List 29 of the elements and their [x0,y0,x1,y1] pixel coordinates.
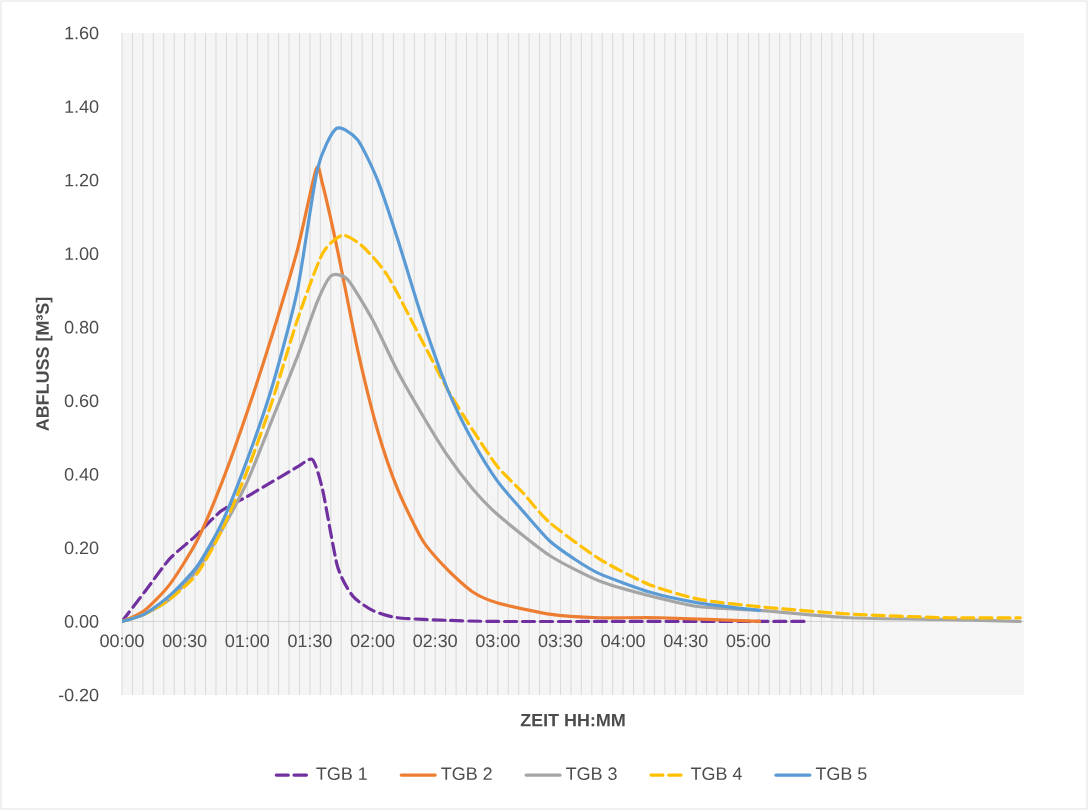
x-tick-label: 00:30 [162,634,207,648]
x-tick-label: 05:00 [726,634,771,648]
x-tick-label: 02:30 [413,634,457,648]
x-tick-label: 01:30 [288,634,332,648]
x-tick-label: 02:00 [350,634,395,648]
y-tick-label: 0.80 [64,320,99,334]
y-tick-label: -0.20 [58,688,99,702]
legend-label: TGB 4 [690,767,742,781]
x-tick-label: 01:00 [225,634,270,648]
y-tick-label: 0.40 [64,467,99,481]
x-tick-label: 04:30 [663,634,708,648]
y-tick-label: 0.20 [64,541,99,555]
y-tick-label: 1.40 [65,100,99,113]
y-tick-label: 1.60 [65,26,99,40]
y-tick-label: 1.00 [65,247,99,261]
x-axis-title: ZEIT HH:MM [520,713,625,727]
x-tick-label: 00:00 [100,634,144,648]
legend-label: TGB 2 [441,767,492,781]
legend-label: TGB 3 [566,767,617,781]
x-tick-label: 03:00 [476,634,520,648]
y-tick-label: 1.20 [65,173,99,187]
legend-label: TGB 5 [815,767,867,781]
x-tick-label: 04:00 [601,634,645,648]
x-tick-label: 03:30 [538,634,583,648]
y-tick-label: 0.00 [64,615,99,628]
y-axis-title: ABFLUSS [M³S] [35,297,53,431]
legend-label: TGB 1 [316,767,367,781]
y-tick-label: 0.60 [64,394,99,408]
line-series [122,457,809,624]
